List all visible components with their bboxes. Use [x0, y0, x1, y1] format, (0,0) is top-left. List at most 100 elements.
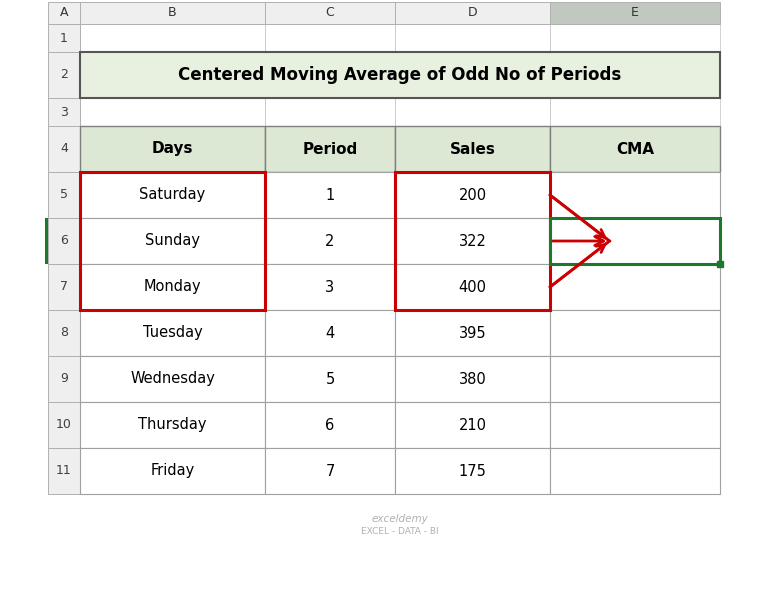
- Bar: [80, 402, 265, 448]
- Bar: [265, 172, 395, 218]
- Text: Sunday: Sunday: [145, 233, 200, 248]
- Text: 5: 5: [326, 371, 335, 386]
- Text: 400: 400: [458, 280, 486, 294]
- Bar: [80, 310, 265, 356]
- Text: E: E: [631, 7, 639, 20]
- Text: 4: 4: [60, 142, 68, 155]
- Bar: [550, 2, 720, 24]
- Bar: [80, 98, 265, 126]
- Text: 3: 3: [326, 280, 335, 294]
- Bar: [395, 218, 550, 264]
- Bar: [395, 310, 550, 356]
- Bar: [550, 98, 720, 126]
- Text: Friday: Friday: [151, 463, 194, 479]
- Bar: [48, 172, 80, 218]
- Bar: [395, 264, 550, 310]
- Bar: [265, 356, 395, 402]
- Bar: [45, 218, 48, 264]
- Text: 210: 210: [458, 418, 486, 432]
- Bar: [265, 126, 395, 172]
- Text: 7: 7: [326, 463, 335, 479]
- Text: 9: 9: [60, 373, 68, 386]
- Text: Saturday: Saturday: [139, 187, 206, 203]
- Text: EXCEL - DATA - BI: EXCEL - DATA - BI: [361, 527, 439, 536]
- Bar: [395, 448, 550, 494]
- Text: C: C: [326, 7, 334, 20]
- Bar: [48, 402, 80, 448]
- Text: 1: 1: [60, 31, 68, 44]
- Bar: [48, 24, 80, 52]
- Bar: [395, 2, 550, 24]
- Bar: [80, 126, 265, 172]
- Bar: [550, 218, 720, 264]
- Bar: [48, 126, 80, 172]
- Text: 4: 4: [326, 325, 335, 341]
- Bar: [80, 172, 265, 310]
- Text: 7: 7: [60, 280, 68, 293]
- Bar: [395, 402, 550, 448]
- Bar: [265, 2, 395, 24]
- Text: Monday: Monday: [144, 280, 201, 294]
- Bar: [80, 52, 720, 98]
- Bar: [265, 448, 395, 494]
- Bar: [48, 448, 80, 494]
- Bar: [550, 448, 720, 494]
- Bar: [550, 24, 720, 52]
- Text: Days: Days: [152, 142, 194, 156]
- Bar: [550, 402, 720, 448]
- Bar: [80, 218, 265, 264]
- Bar: [395, 172, 550, 218]
- Bar: [80, 24, 265, 52]
- Bar: [80, 2, 265, 24]
- Bar: [265, 264, 395, 310]
- Bar: [550, 172, 720, 218]
- Bar: [550, 126, 720, 172]
- Bar: [80, 172, 265, 218]
- Text: 200: 200: [458, 187, 487, 203]
- Text: 1: 1: [326, 187, 335, 203]
- Text: Period: Period: [303, 142, 358, 156]
- Text: 8: 8: [60, 326, 68, 339]
- Text: Thursday: Thursday: [138, 418, 207, 432]
- Bar: [48, 264, 80, 310]
- Bar: [395, 356, 550, 402]
- Bar: [395, 126, 550, 172]
- Text: 11: 11: [56, 464, 72, 477]
- Text: 6: 6: [326, 418, 335, 432]
- Bar: [550, 310, 720, 356]
- Text: 175: 175: [458, 463, 486, 479]
- Text: D: D: [468, 7, 478, 20]
- Bar: [48, 356, 80, 402]
- Text: Wednesday: Wednesday: [130, 371, 215, 386]
- Text: 6: 6: [60, 235, 68, 248]
- Text: 5: 5: [60, 188, 68, 201]
- Bar: [80, 448, 265, 494]
- Bar: [265, 24, 395, 52]
- Bar: [265, 402, 395, 448]
- Text: CMA: CMA: [616, 142, 654, 156]
- Text: A: A: [60, 7, 68, 20]
- Text: Tuesday: Tuesday: [143, 325, 203, 341]
- Bar: [80, 356, 265, 402]
- Bar: [395, 98, 550, 126]
- Text: B: B: [168, 7, 177, 20]
- Bar: [48, 310, 80, 356]
- Text: 2: 2: [60, 68, 68, 81]
- Bar: [395, 24, 550, 52]
- Text: 380: 380: [458, 371, 486, 386]
- Text: Sales: Sales: [449, 142, 495, 156]
- Text: 322: 322: [458, 233, 486, 248]
- Bar: [265, 98, 395, 126]
- Bar: [80, 264, 265, 310]
- Text: Centered Moving Average of Odd No of Periods: Centered Moving Average of Odd No of Per…: [178, 66, 621, 84]
- Bar: [48, 52, 80, 98]
- Bar: [395, 172, 550, 310]
- Text: 10: 10: [56, 418, 72, 431]
- Bar: [48, 98, 80, 126]
- Text: 2: 2: [326, 233, 335, 248]
- Text: exceldemy: exceldemy: [372, 514, 429, 524]
- Bar: [550, 218, 720, 264]
- Bar: [265, 310, 395, 356]
- Bar: [48, 2, 80, 24]
- Text: 3: 3: [60, 105, 68, 118]
